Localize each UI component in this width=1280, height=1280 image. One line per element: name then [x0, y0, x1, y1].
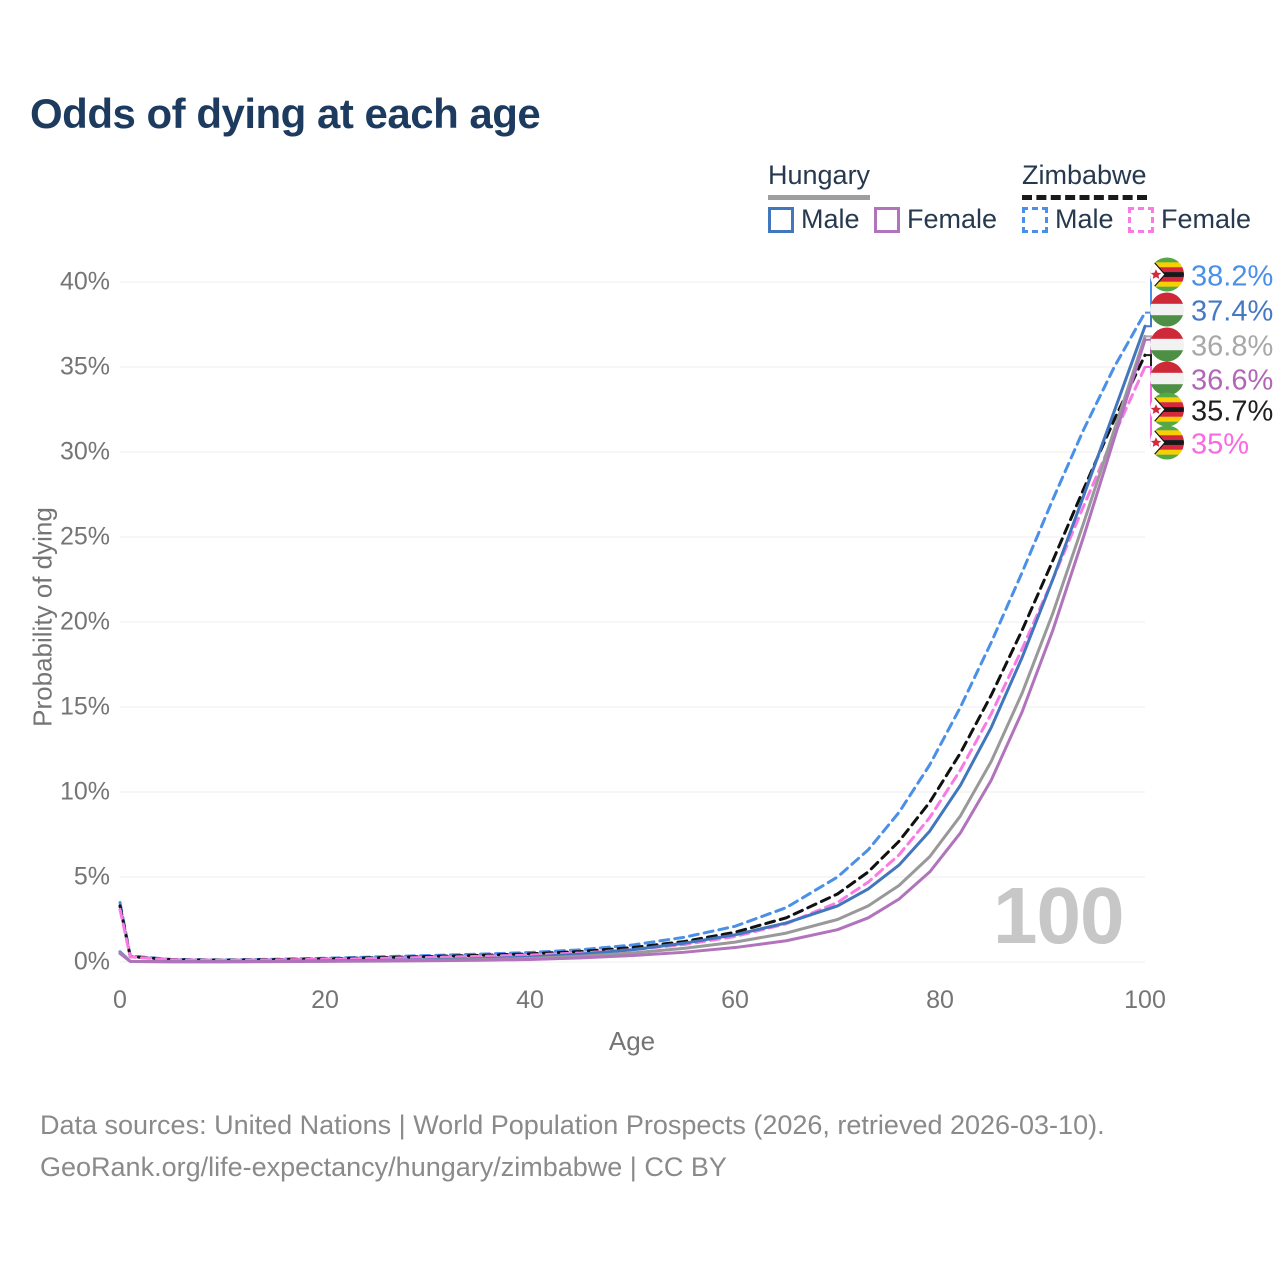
y-tick-label: 25%: [59, 522, 110, 551]
hungary-flag-icon: [1150, 361, 1184, 401]
series-line-zimbabwe-female: [118, 365, 1147, 962]
end-label-row: 38.2%: [1150, 257, 1274, 297]
y-tick-label: 30%: [59, 437, 110, 466]
legend-item-hungary-male[interactable]: Male: [801, 204, 860, 234]
y-tick-label: 10%: [59, 777, 110, 806]
age-watermark: 100: [993, 871, 1124, 960]
series-line-zimbabwe-male: [118, 311, 1147, 962]
legend-item-hungary-female[interactable]: Female: [907, 204, 998, 234]
y-tick-label: 35%: [59, 352, 110, 381]
end-value-label: 38.2%: [1191, 260, 1274, 293]
page-title: Odds of dying at each age: [30, 90, 541, 137]
footer: Data sources: United Nations | World Pop…: [40, 1104, 1105, 1188]
x-tick-label: 0: [113, 986, 127, 1014]
end-label-row: 36.8%: [1150, 327, 1274, 367]
end-value-label: 36.8%: [1191, 330, 1274, 363]
x-tick-label: 100: [1124, 986, 1166, 1014]
hungary-flag-icon: [1150, 292, 1184, 332]
legend-swatch-hungary-female-icon[interactable]: [874, 207, 900, 233]
series-line-zimbabwe: [118, 353, 1147, 962]
x-axis-title: Age: [608, 1026, 656, 1056]
y-tick-label: 40%: [59, 267, 110, 296]
y-tick-label: 15%: [59, 692, 110, 721]
end-label-row: 36.6%: [1150, 361, 1274, 401]
x-tick-label: 60: [721, 986, 749, 1014]
series-line-hungary-female: [118, 338, 1147, 964]
x-tick-label: 20: [311, 986, 339, 1014]
legend-swatch-zimbabwe-female-icon[interactable]: [1128, 207, 1154, 233]
x-tick-label: 40: [516, 986, 544, 1014]
y-tick-label: 0%: [73, 947, 110, 976]
series-line-hungary: [118, 334, 1147, 964]
end-label-row: 35%: [1150, 425, 1250, 465]
legend-swatch-hungary-male-icon[interactable]: [768, 207, 794, 233]
footer-data-sources: Data sources: United Nations | World Pop…: [40, 1110, 1105, 1140]
end-value-label: 36.6%: [1191, 364, 1274, 397]
legend-swatch-zimbabwe-male-icon[interactable]: [1022, 207, 1048, 233]
end-value-label: 35.7%: [1191, 395, 1274, 428]
end-label-row: 35.7%: [1150, 392, 1274, 432]
zimbabwe-flag-icon: [1150, 392, 1184, 432]
zimbabwe-flag-icon: [1150, 257, 1184, 297]
hungary-flag-icon: [1150, 327, 1184, 367]
footer-attribution: GeoRank.org/life-expectancy/hungary/zimb…: [40, 1152, 727, 1182]
legend-item-zimbabwe-female[interactable]: Female: [1161, 204, 1252, 234]
end-value-label: 37.4%: [1191, 295, 1274, 328]
zimbabwe-flag-icon: [1150, 425, 1184, 465]
legend-country-hungary[interactable]: Hungary: [768, 160, 871, 200]
y-tick-label: 20%: [59, 607, 110, 636]
end-label-row: 37.4%: [1150, 292, 1274, 332]
y-tick-label: 5%: [73, 862, 110, 891]
legend-country-zimbabwe[interactable]: Zimbabwe: [1022, 160, 1147, 200]
legend-item-zimbabwe-male[interactable]: Male: [1055, 204, 1114, 234]
end-value-label: 35%: [1191, 428, 1250, 461]
x-tick-label: 80: [926, 986, 954, 1014]
